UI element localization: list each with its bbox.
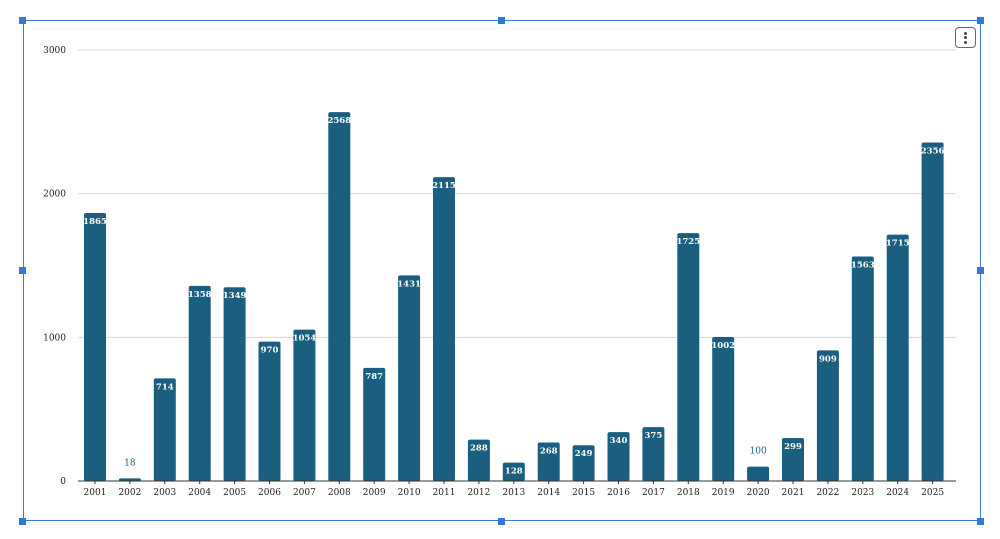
bar xyxy=(782,438,804,481)
resize-handle-bottom-left[interactable] xyxy=(19,518,26,525)
bar-data-label: 268 xyxy=(540,446,558,456)
bar-data-label: 787 xyxy=(365,372,383,382)
bar-data-label: 714 xyxy=(156,382,174,392)
x-tick-label: 2008 xyxy=(328,488,351,498)
bar xyxy=(572,445,595,481)
bar-data-label: 2356 xyxy=(921,147,945,157)
bar xyxy=(921,142,944,481)
bar-data-label: 2568 xyxy=(327,116,351,126)
resize-handle-middle-left[interactable] xyxy=(19,267,26,274)
bars xyxy=(84,112,944,482)
bar-data-label: 340 xyxy=(610,436,628,446)
y-tick-label: 3000 xyxy=(43,46,66,56)
bar xyxy=(467,439,490,481)
y-tick-label: 1000 xyxy=(43,333,66,343)
bar xyxy=(293,329,316,481)
bar-data-label: 1715 xyxy=(886,239,910,249)
x-axis: 2001 2002 2003 2004 2005 2006 2007 2008 2009 2010… xyxy=(78,480,956,498)
bar xyxy=(607,432,630,481)
x-tick-label: 2021 xyxy=(782,488,805,498)
bar-data-label: 1725 xyxy=(676,237,700,247)
x-tick-label: 2001 xyxy=(84,488,107,498)
x-tick-label: 2015 xyxy=(572,488,595,498)
bar xyxy=(223,287,246,481)
resize-handle-top-right[interactable] xyxy=(977,17,984,24)
bar-data-label: 1431 xyxy=(397,279,421,289)
x-tick-label: 2024 xyxy=(886,488,909,498)
bar-data-label: 375 xyxy=(645,431,663,441)
bar xyxy=(363,367,386,481)
bar xyxy=(433,177,455,481)
bar-data-label: 1865 xyxy=(83,217,107,227)
bar xyxy=(502,462,525,481)
bar-data-label: 18 xyxy=(124,458,136,468)
x-tick-label: 2016 xyxy=(607,488,630,498)
bar-data-label: 909 xyxy=(819,354,837,364)
x-tick-label: 2018 xyxy=(677,488,700,498)
x-tick-label: 2023 xyxy=(851,488,874,498)
bar xyxy=(677,233,700,481)
resize-handle-top-center[interactable] xyxy=(498,17,505,24)
bar xyxy=(398,275,421,481)
bar-data-label: 299 xyxy=(784,442,802,452)
y-axis: 0 1000 2000 3000 xyxy=(43,46,66,487)
x-tick-label: 2009 xyxy=(363,488,386,498)
bar xyxy=(328,112,351,482)
x-tick-label: 2006 xyxy=(258,488,281,498)
x-tick-label: 2013 xyxy=(502,488,525,498)
bar-data-label: 970 xyxy=(261,346,279,356)
x-tick-label: 2002 xyxy=(118,488,141,498)
bar-data-label: 2115 xyxy=(432,181,456,191)
bar xyxy=(816,350,839,481)
bar-data-label: 1349 xyxy=(223,291,247,301)
bar xyxy=(537,442,560,481)
bar xyxy=(153,378,176,481)
bar-data-label: 100 xyxy=(750,447,767,457)
x-tick-label: 2020 xyxy=(747,488,770,498)
x-tick-label: 2014 xyxy=(537,488,560,498)
resize-handle-bottom-center[interactable] xyxy=(498,518,505,525)
bar-data-label: 1358 xyxy=(188,290,212,300)
bar xyxy=(886,234,909,481)
data-labels: 1865 18 714 1358 1349 970 1054 2568 787 1431 2115 2… xyxy=(83,116,944,477)
bar-data-label: 288 xyxy=(470,444,488,454)
bar xyxy=(188,285,211,481)
bar xyxy=(851,256,874,481)
bar xyxy=(642,427,665,481)
x-tick-label: 2011 xyxy=(433,488,456,498)
bar-data-label: 128 xyxy=(505,467,523,477)
bar-data-label: 249 xyxy=(575,449,593,459)
x-tick-label: 2003 xyxy=(153,488,176,498)
bar xyxy=(84,213,106,482)
more-vertical-icon[interactable] xyxy=(955,27,976,48)
resize-handle-bottom-right[interactable] xyxy=(977,518,984,525)
bar xyxy=(258,341,281,481)
y-tick-label: 2000 xyxy=(43,190,66,200)
x-tick-label: 2004 xyxy=(188,488,211,498)
resize-handle-top-left[interactable] xyxy=(19,17,26,24)
resize-handle-middle-right[interactable] xyxy=(977,267,984,274)
bar xyxy=(118,478,141,481)
x-tick-label: 2005 xyxy=(223,488,246,498)
x-tick-label: 2012 xyxy=(467,488,490,498)
bar-data-label: 1054 xyxy=(293,334,317,344)
bar xyxy=(712,337,735,481)
x-tick-label: 2007 xyxy=(293,488,316,498)
bar-data-label: 1002 xyxy=(711,341,735,351)
x-tick-label: 2025 xyxy=(921,488,944,498)
x-tick-label: 2010 xyxy=(398,488,421,498)
bar-data-label: 1563 xyxy=(851,260,875,270)
bar xyxy=(747,466,770,481)
x-tick-label: 2022 xyxy=(816,488,839,498)
y-tick-label: 0 xyxy=(60,477,66,487)
x-tick-label: 2017 xyxy=(642,488,665,498)
x-tick-label: 2019 xyxy=(712,488,735,498)
